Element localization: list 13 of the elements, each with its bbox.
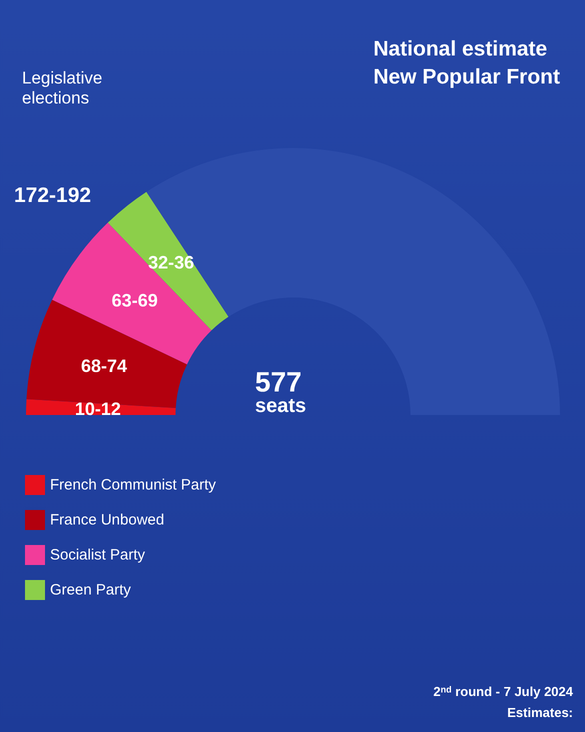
legend-label: French Communist Party — [50, 476, 216, 494]
data-label: 63-69 — [112, 290, 158, 311]
legend-label: Socialist Party — [50, 546, 146, 564]
chart-subtitle: Legislative elections — [22, 68, 108, 108]
text: 172-192 — [14, 184, 92, 207]
legend-label: France Unbowed — [50, 512, 164, 528]
text: 577 seats — [255, 366, 306, 417]
legend-label: Green Party — [50, 582, 132, 598]
data-label: 10-12 — [74, 399, 121, 420]
data-label: 68-74 — [80, 356, 127, 376]
data-label: 32-36 — [148, 252, 194, 272]
chart-title: National estimate New Popular Front — [373, 38, 560, 88]
text: Estimates: — [507, 705, 573, 720]
